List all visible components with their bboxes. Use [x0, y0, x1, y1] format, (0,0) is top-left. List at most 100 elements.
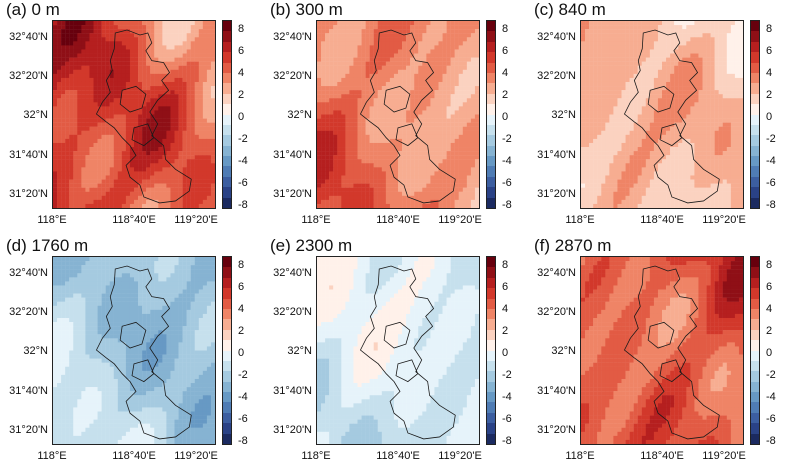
y-axis-tick-label: 32°40'N	[528, 267, 576, 279]
colorbar-segment	[223, 330, 231, 341]
colorbar	[222, 256, 232, 445]
colorbar-segment	[751, 115, 759, 126]
colorbar-segment	[223, 83, 231, 94]
colorbar-segment	[223, 278, 231, 289]
colorbar-segment	[487, 361, 495, 372]
colorbar-segment	[487, 166, 495, 177]
city-boundary	[317, 21, 479, 208]
colorbar-segment	[751, 125, 759, 136]
colorbar-segment	[487, 31, 495, 42]
colorbar-segment	[487, 434, 495, 445]
x-axis-tick-label: 119°20'E	[174, 214, 218, 226]
x-axis-tick-label: 118°40'E	[376, 214, 420, 226]
colorbar-segment	[751, 83, 759, 94]
colorbar-segment	[223, 42, 231, 53]
panel-title: (f) 2870 m	[534, 236, 611, 256]
colorbar-tick-label: 8	[502, 259, 508, 271]
colorbar-segment	[223, 94, 231, 105]
colorbar	[486, 256, 496, 445]
colorbar-segment	[751, 31, 759, 42]
colorbar-segment	[751, 319, 759, 330]
colorbar-segment	[751, 434, 759, 445]
colorbar-tick-label: 2	[238, 89, 244, 101]
colorbar-tick-label: 6	[766, 45, 772, 57]
colorbar-segment	[223, 413, 231, 424]
colorbar-tick-label: -8	[502, 199, 512, 211]
colorbar-tick-label: 2	[502, 89, 508, 101]
map-plot-area	[580, 256, 744, 445]
colorbar-segment	[487, 104, 495, 115]
colorbar-segment	[751, 278, 759, 289]
colorbar-segment	[487, 135, 495, 146]
colorbar	[750, 256, 760, 445]
colorbar-segment	[751, 198, 759, 209]
colorbar-segment	[487, 73, 495, 84]
y-axis-tick-label: 31°20'N	[528, 424, 576, 436]
colorbar-segment	[751, 42, 759, 53]
x-axis-tick-label: 118°40'E	[640, 214, 684, 226]
city-boundary	[581, 21, 743, 208]
colorbar-segment	[223, 288, 231, 299]
colorbar-segment	[223, 125, 231, 136]
colorbar-segment	[487, 309, 495, 320]
y-axis-tick-label: 32°40'N	[528, 31, 576, 43]
y-axis-tick-label: 31°20'N	[0, 424, 48, 436]
colorbar-segment	[223, 177, 231, 188]
colorbar-segment	[487, 52, 495, 63]
x-axis-tick-label: 118°E	[37, 214, 66, 226]
colorbar-segment	[223, 309, 231, 320]
colorbar-segment	[223, 115, 231, 126]
y-axis-tick-label: 32°N	[528, 345, 576, 357]
colorbar-segment	[751, 73, 759, 84]
colorbar-segment	[223, 63, 231, 74]
colorbar-segment	[223, 198, 231, 209]
y-axis-tick-label: 32°20'N	[528, 306, 576, 318]
y-axis-tick-label: 32°20'N	[264, 306, 312, 318]
colorbar-segment	[223, 104, 231, 115]
colorbar-segment	[751, 382, 759, 393]
colorbar-segment	[487, 371, 495, 382]
colorbar-segment	[223, 371, 231, 382]
colorbar-segment	[487, 392, 495, 403]
colorbar-segment	[223, 267, 231, 278]
y-axis-tick-label: 32°20'N	[0, 306, 48, 318]
y-axis-tick-label: 32°40'N	[0, 267, 48, 279]
x-axis-tick-label: 118°E	[301, 214, 330, 226]
colorbar-segment	[223, 166, 231, 177]
colorbar-segment	[751, 299, 759, 310]
colorbar-segment	[751, 166, 759, 177]
colorbar-segment	[487, 423, 495, 434]
colorbar-segment	[487, 288, 495, 299]
colorbar	[486, 20, 496, 209]
x-axis-tick-label: 119°20'E	[438, 450, 482, 462]
colorbar-segment	[223, 351, 231, 362]
colorbar-tick-label: -8	[766, 199, 776, 211]
y-axis-tick-label: 32°40'N	[264, 31, 312, 43]
city-boundary	[53, 257, 215, 444]
colorbar-segment	[487, 299, 495, 310]
colorbar-tick-label: -4	[766, 391, 776, 403]
colorbar-segment	[487, 83, 495, 94]
colorbar-segment	[223, 319, 231, 330]
colorbar-segment	[751, 309, 759, 320]
x-axis-tick-label: 118°40'E	[640, 450, 684, 462]
colorbar-tick-label: -4	[766, 155, 776, 167]
colorbar-tick-label: -2	[502, 133, 512, 145]
colorbar	[750, 20, 760, 209]
colorbar-segment	[487, 278, 495, 289]
colorbar-segment	[751, 392, 759, 403]
y-axis-tick-label: 32°20'N	[0, 70, 48, 82]
x-axis-tick-label: 118°E	[37, 450, 66, 462]
colorbar-segment	[223, 52, 231, 63]
colorbar-tick-label: 6	[502, 281, 508, 293]
y-axis-tick-label: 32°N	[0, 109, 48, 121]
x-axis-tick-label: 118°E	[301, 450, 330, 462]
colorbar-tick-label: 0	[502, 347, 508, 359]
colorbar-tick-label: 2	[502, 325, 508, 337]
colorbar-segment	[223, 73, 231, 84]
y-axis-tick-label: 31°20'N	[264, 424, 312, 436]
x-axis-tick-label: 118°40'E	[376, 450, 420, 462]
colorbar-segment	[487, 63, 495, 74]
colorbar-tick-label: 6	[238, 45, 244, 57]
